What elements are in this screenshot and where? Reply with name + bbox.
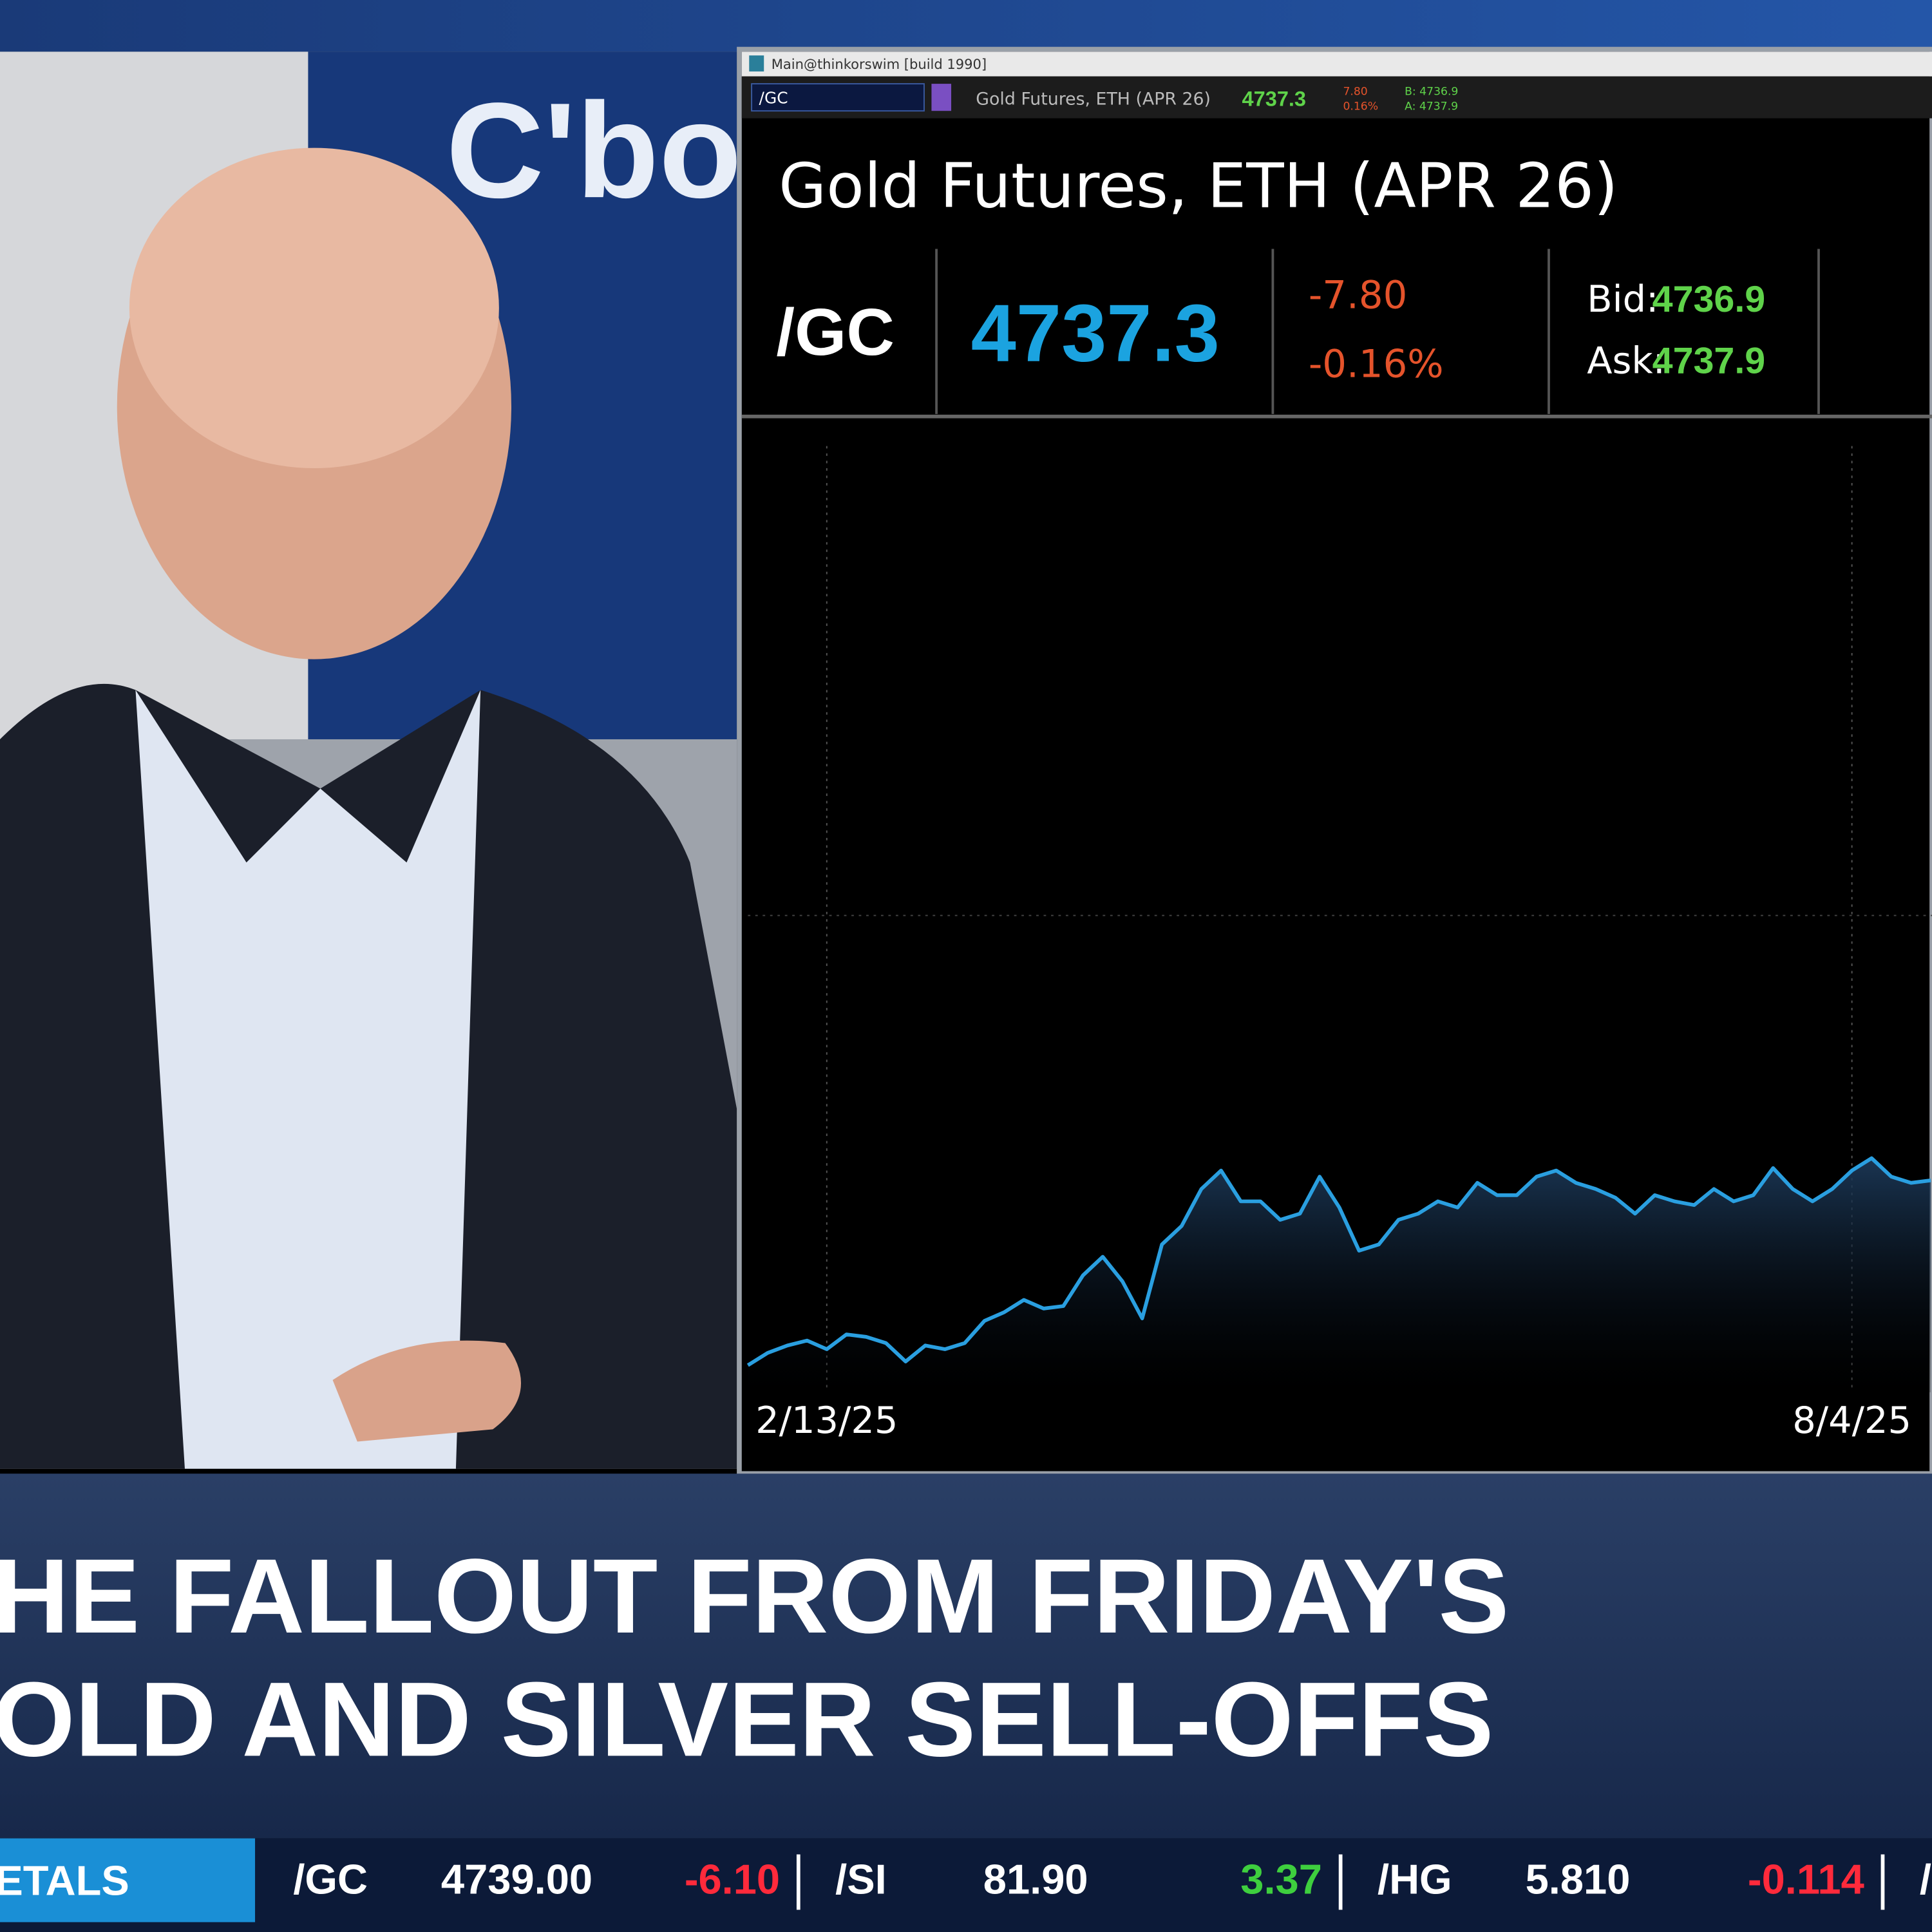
header-title: Gold Futures, ETH (APR 26) bbox=[779, 149, 1618, 222]
headline-line: HE FALLOUT FROM FRIDAY'S bbox=[0, 1537, 1509, 1655]
scalp bbox=[129, 147, 499, 469]
ticker-label-box bbox=[0, 1838, 256, 1922]
lower-third bbox=[0, 1473, 1932, 1839]
area bbox=[748, 1158, 1931, 1392]
quote-percent: 0.16% bbox=[1343, 100, 1378, 113]
header-last: 4737.3 bbox=[971, 288, 1220, 379]
badge[interactable] bbox=[931, 84, 952, 111]
quote-bid: B: 4736.9 bbox=[1405, 85, 1458, 98]
bid-label: Bid: bbox=[1587, 278, 1658, 321]
bid-value: 4736.9 bbox=[1653, 279, 1766, 320]
x-tick-label: 8/4/25 bbox=[1792, 1399, 1911, 1442]
ticker-items: /GC 4739.00 -6.10/SI 81.90 3.37/HG 5.810 -0.11… bbox=[293, 1854, 1931, 1910]
video-feed: C'bo bbox=[0, 52, 742, 1469]
header-dividers bbox=[935, 249, 1820, 414]
ticker-change: -0.114 bbox=[1748, 1856, 1864, 1903]
ticker-symbol: / bbox=[1920, 1856, 1931, 1903]
ticker-change: -6.10 bbox=[685, 1856, 780, 1903]
window-title: Main@thinkorswim [build 1990] bbox=[772, 56, 987, 72]
x-tick-label: 2/13/25 bbox=[755, 1399, 898, 1442]
ticker-price: 5.810 bbox=[1526, 1856, 1631, 1903]
ticker-price: 4739.00 bbox=[441, 1856, 592, 1903]
app-icon bbox=[749, 55, 764, 71]
ticker-symbol: /HG bbox=[1378, 1856, 1452, 1903]
headline-line: OLD AND SILVER SELL-OFFS bbox=[0, 1660, 1493, 1778]
symbol-box[interactable] bbox=[751, 83, 925, 112]
ticker-change: 3.37 bbox=[1240, 1856, 1322, 1903]
ask-label: Ask: bbox=[1587, 339, 1665, 383]
plot: 2/13/25 8/4/25 bbox=[746, 446, 1931, 1442]
header-symbol: /GC bbox=[776, 294, 895, 369]
shirt bbox=[135, 690, 481, 1469]
quote-symbol: /GC bbox=[759, 89, 788, 108]
logo: C'bo bbox=[446, 74, 742, 226]
hand bbox=[332, 1340, 522, 1442]
title-bar bbox=[741, 52, 1932, 77]
quote-change: 7.80 bbox=[1343, 85, 1367, 98]
ticker bbox=[0, 1838, 1932, 1932]
ticker-symbol: /GC bbox=[293, 1856, 368, 1903]
quote-ask: A: 4737.9 bbox=[1405, 100, 1458, 113]
header-change: -7.80 bbox=[1309, 272, 1407, 317]
ticker-price: 81.90 bbox=[983, 1856, 1088, 1903]
quote-last: 4737.3 bbox=[1242, 88, 1306, 111]
ask-value: 4737.9 bbox=[1653, 341, 1766, 382]
ticker-label: ETALS bbox=[0, 1857, 129, 1904]
header-percent: -0.16% bbox=[1309, 341, 1444, 386]
price-line bbox=[746, 1156, 1931, 1367]
quote-description: Gold Futures, ETH (APR 26) bbox=[976, 90, 1211, 109]
ticker-symbol: /SI bbox=[835, 1856, 887, 1903]
top-band bbox=[0, 0, 1932, 52]
